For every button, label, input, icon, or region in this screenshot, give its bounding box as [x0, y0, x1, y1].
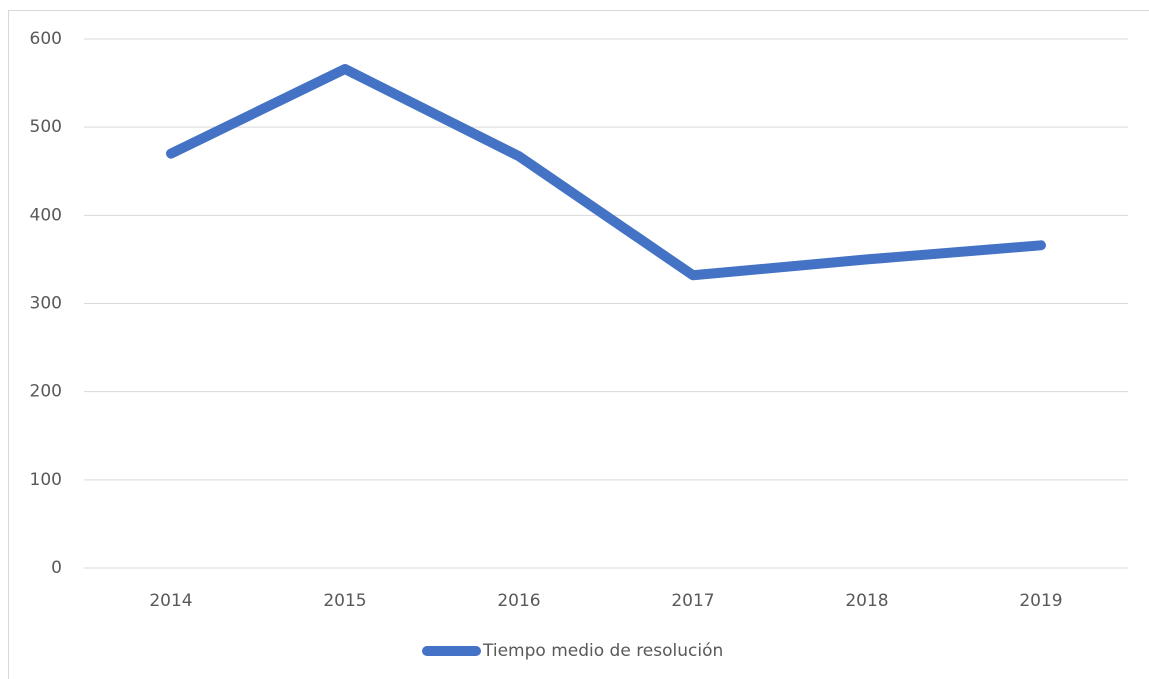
x-tick-label: 2017	[671, 591, 714, 611]
y-tick-label: 100	[30, 470, 62, 490]
data-line	[166, 63, 1046, 281]
y-tick-label: 400	[30, 205, 62, 225]
x-tick-label: 2014	[149, 591, 192, 611]
chart-frame	[8, 10, 1149, 679]
x-tick-label: 2015	[323, 591, 366, 611]
y-tick-label: 200	[30, 382, 62, 402]
y-tick-label: 300	[30, 294, 62, 314]
x-tick-label: 2019	[1019, 591, 1062, 611]
x-tick-label: 2016	[497, 591, 540, 611]
x-tick-label: 2018	[845, 591, 888, 611]
legend-label: Tiempo medio de resolución	[482, 641, 723, 661]
y-tick-label: 600	[30, 29, 62, 49]
y-tick-label: 0	[51, 558, 62, 578]
y-tick-label: 500	[30, 117, 62, 137]
